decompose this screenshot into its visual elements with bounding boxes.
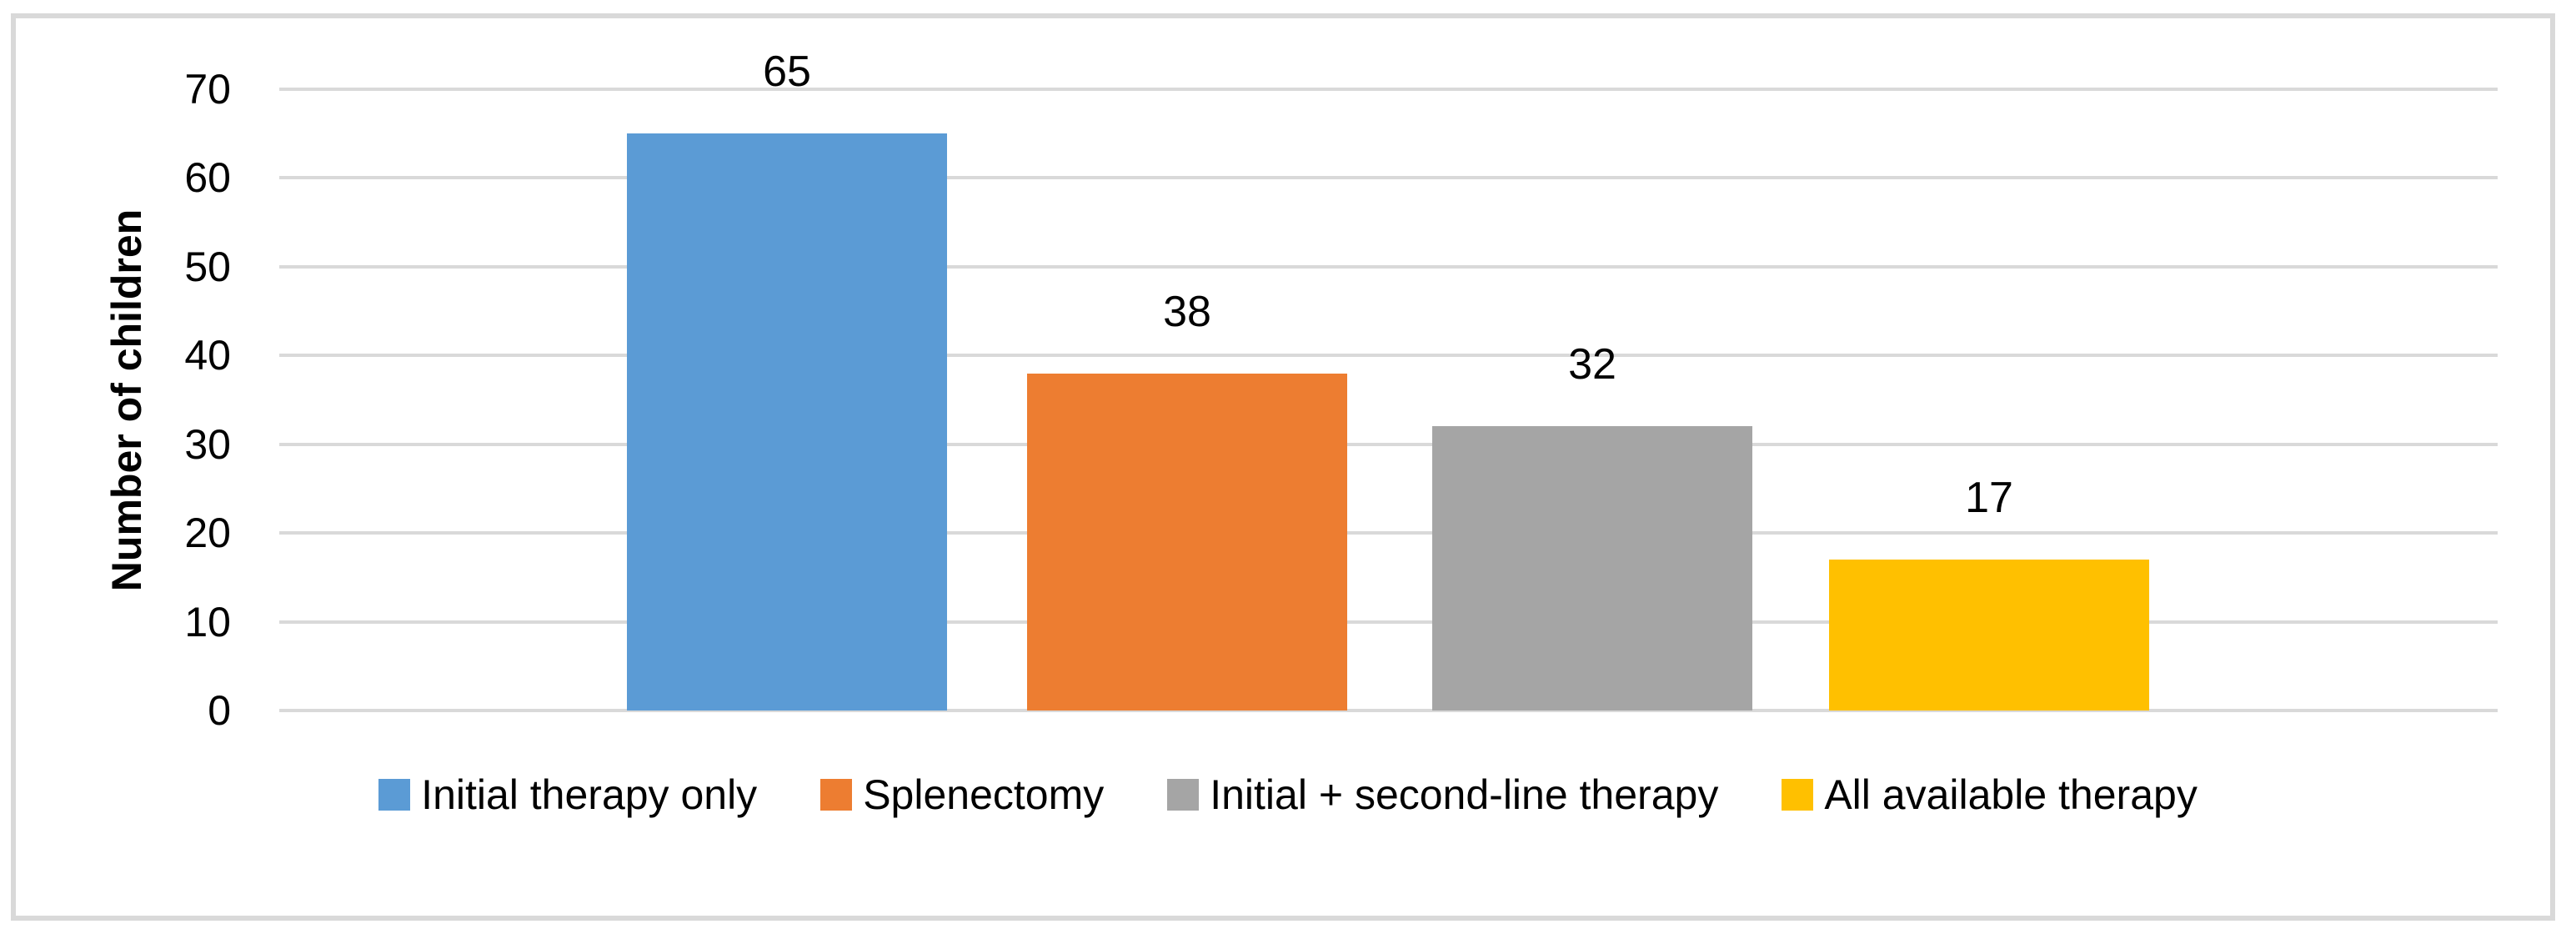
bar-value-label: 17 <box>1965 474 2013 523</box>
bar-Splenectomy <box>1027 373 1347 711</box>
legend-label: All available therapy <box>1824 771 2198 818</box>
gridline-y-10 <box>279 620 2498 624</box>
legend-item-3: Initial + second-line therapy <box>1167 769 1718 821</box>
legend-item-4: All available therapy <box>1782 769 2198 821</box>
gridline-y-50 <box>279 264 2498 269</box>
y-tick-label: 70 <box>184 66 231 113</box>
y-axis-title: Number of children <box>103 208 150 592</box>
y-tick-label: 0 <box>208 687 231 734</box>
legend-item-1: Initial therapy only <box>378 769 757 821</box>
y-tick-label: 20 <box>184 510 231 557</box>
legend-swatch-icon <box>378 779 411 811</box>
gridline-y-30 <box>279 442 2498 446</box>
y-tick-label: 10 <box>184 598 231 645</box>
legend-label: Initial therapy only <box>421 771 758 818</box>
gridline-y-20 <box>279 531 2498 535</box>
bar-value-label: 32 <box>1568 340 1616 389</box>
gridline-y-40 <box>279 354 2498 358</box>
bar-Initial + second-line therapy <box>1432 426 1752 711</box>
bar-Initial therapy only <box>627 133 947 711</box>
gridline-y-70 <box>279 88 2498 91</box>
legend-label: Initial + second-line therapy <box>1210 771 1719 818</box>
bar-value-label: 65 <box>763 48 811 97</box>
gridline-y-60 <box>279 176 2498 180</box>
legend: Initial therapy only Splenectomy Initial +… <box>0 769 2576 821</box>
y-tick-label: 60 <box>184 154 231 202</box>
bar-All available therapy <box>1829 560 2149 711</box>
legend-item-2: Splenectomy <box>820 769 1104 821</box>
gridline-y-0 <box>279 709 2498 712</box>
y-tick-label: 30 <box>184 420 231 468</box>
legend-swatch-icon <box>1782 779 1814 811</box>
bar-value-label: 38 <box>1163 287 1211 336</box>
y-tick-label: 50 <box>184 243 231 290</box>
legend-swatch-icon <box>820 779 853 811</box>
legend-swatch-icon <box>1167 779 1200 811</box>
legend-label: Splenectomy <box>863 771 1105 818</box>
y-tick-label: 40 <box>184 332 231 379</box>
